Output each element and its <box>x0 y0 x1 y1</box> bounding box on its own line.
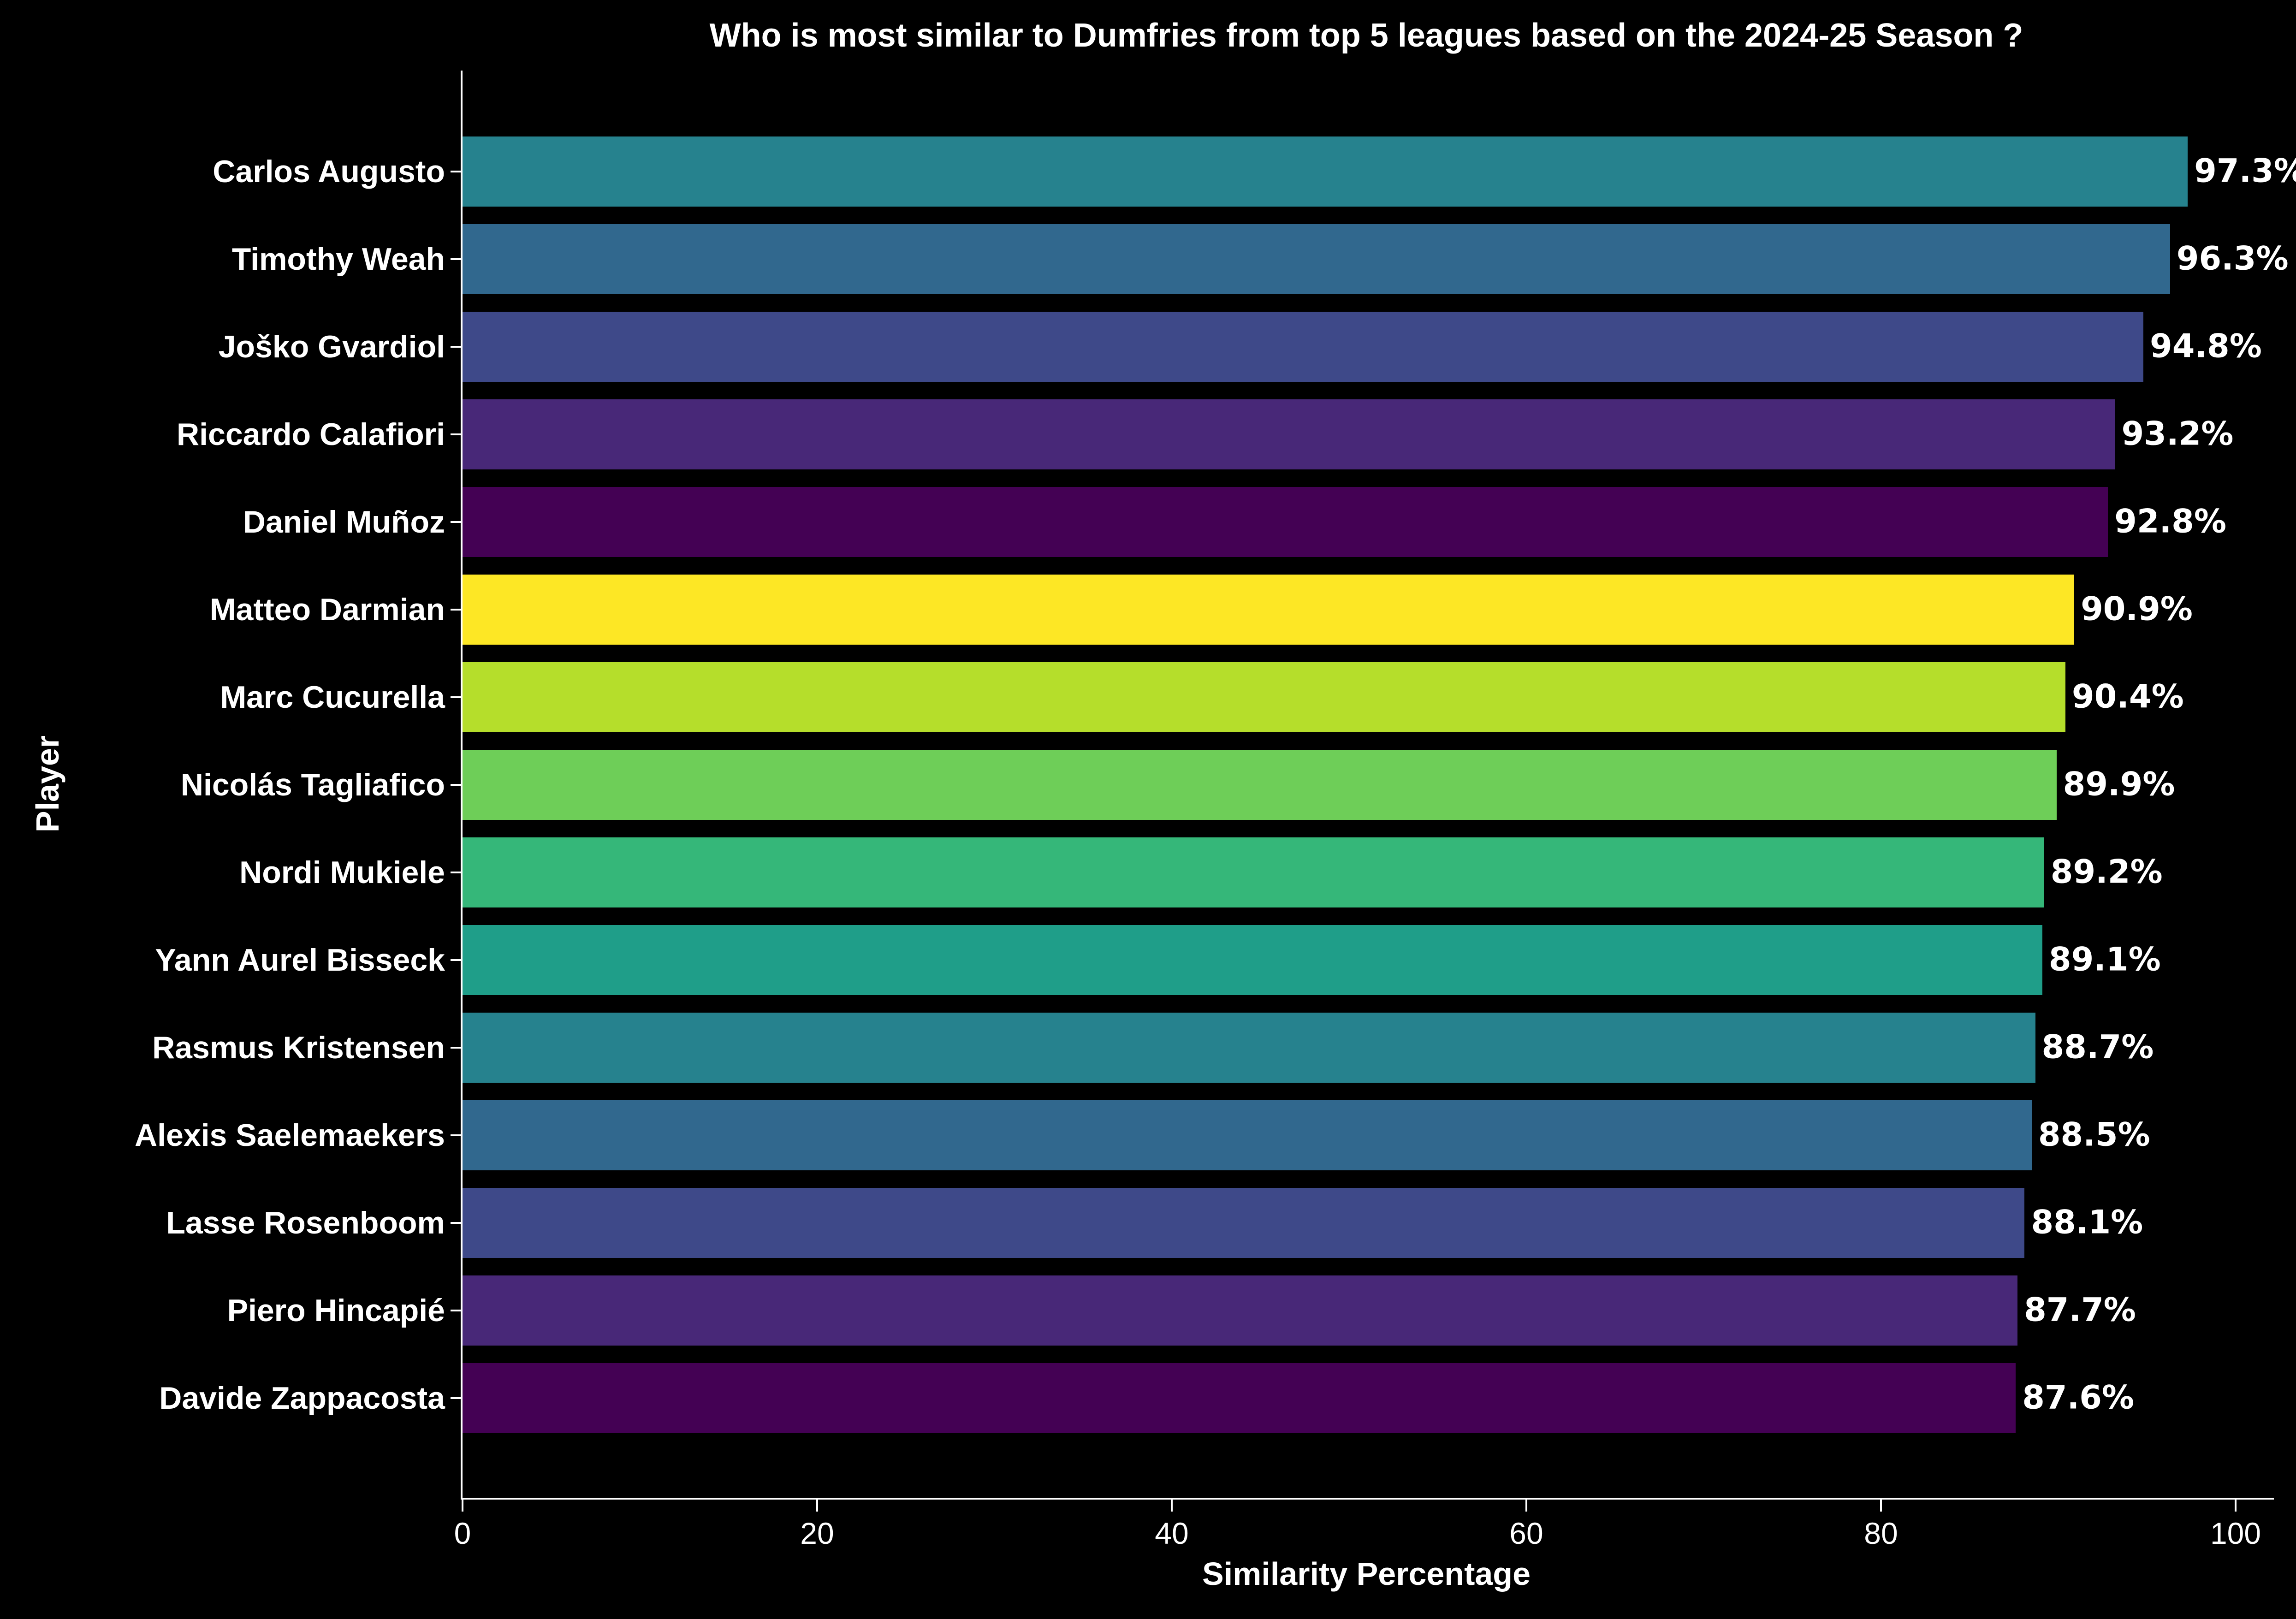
bar <box>463 136 2188 207</box>
bar <box>463 1363 2016 1433</box>
category-label: Joško Gvardiol <box>218 329 445 364</box>
y-tick-mark <box>451 696 461 698</box>
category-label: Matteo Darmian <box>209 592 445 627</box>
bar <box>463 1013 2035 1083</box>
bar <box>463 487 2108 557</box>
bar <box>463 837 2044 907</box>
x-tick-label: 0 <box>454 1516 471 1550</box>
value-label: 90.4% <box>2071 677 2184 716</box>
plot-area: Carlos Augusto 97.3% Timothy Weah 96.3% Jošk… <box>135 71 2296 1548</box>
y-tick-mark <box>451 171 461 172</box>
category-label: Nordi Mukiele <box>239 855 445 890</box>
value-label: 97.3% <box>2194 152 2296 190</box>
bar <box>463 312 2144 382</box>
value-label: 93.2% <box>2121 415 2234 453</box>
x-axis-label: Similarity Percentage <box>1202 1556 1531 1592</box>
y-tick-mark <box>451 346 461 348</box>
value-label: 89.2% <box>2050 853 2163 891</box>
bar <box>463 925 2042 995</box>
category-label: Davide Zappacosta <box>159 1381 445 1416</box>
x-tick-label: 80 <box>1864 1516 1898 1550</box>
x-tick-mark <box>1171 1500 1173 1512</box>
value-label: 90.9% <box>2081 590 2193 628</box>
value-label: 88.5% <box>2038 1115 2150 1154</box>
category-label: Lasse Rosenboom <box>166 1205 445 1240</box>
y-tick-mark <box>451 959 461 961</box>
x-tick-label: 20 <box>800 1516 834 1550</box>
category-label: Alexis Saelemaekers <box>135 1118 445 1153</box>
y-tick-mark <box>451 1134 461 1136</box>
bar <box>463 1188 2025 1258</box>
y-tick-mark <box>451 872 461 873</box>
bar <box>463 750 2057 820</box>
bar <box>463 1275 2018 1346</box>
bar <box>463 662 2065 732</box>
category-label: Daniel Muñoz <box>243 504 445 540</box>
chart-title: Who is most similar to Dumfries from top… <box>709 17 2023 54</box>
category-label: Rasmus Kristensen <box>152 1030 445 1065</box>
value-label: 92.8% <box>2114 502 2227 540</box>
x-tick-mark <box>2235 1500 2237 1512</box>
y-axis-label: Player <box>30 735 65 833</box>
category-label: Yann Aurel Bisseck <box>155 943 445 978</box>
bar <box>463 575 2075 645</box>
category-label: Nicolás Tagliafico <box>180 767 445 802</box>
y-tick-mark <box>451 1047 461 1049</box>
value-label: 87.6% <box>2022 1378 2135 1417</box>
y-tick-mark <box>451 1397 461 1399</box>
value-label: 89.9% <box>2063 765 2175 803</box>
bar <box>463 1100 2032 1170</box>
y-tick-mark <box>451 1222 461 1224</box>
x-tick-mark <box>1880 1500 1882 1512</box>
value-label: 87.7% <box>2024 1291 2136 1329</box>
category-label: Riccardo Calafiori <box>177 417 445 452</box>
y-tick-mark <box>451 1310 461 1311</box>
bar <box>463 224 2170 294</box>
bar <box>463 399 2115 469</box>
value-label: 89.1% <box>2048 940 2161 979</box>
y-tick-mark <box>451 521 461 523</box>
category-label: Carlos Augusto <box>213 154 445 189</box>
category-label: Piero Hincapié <box>227 1293 445 1328</box>
x-tick-label: 40 <box>1155 1516 1189 1550</box>
x-tick-label: 60 <box>1509 1516 1543 1550</box>
x-tick-mark <box>462 1500 463 1512</box>
value-label: 88.1% <box>2031 1203 2143 1241</box>
y-tick-mark <box>451 784 461 786</box>
value-label: 94.8% <box>2150 327 2262 365</box>
y-tick-mark <box>451 609 461 611</box>
category-label: Timothy Weah <box>231 242 445 277</box>
value-label: 88.7% <box>2041 1028 2154 1066</box>
category-label: Marc Cucurella <box>220 680 445 715</box>
x-tick-label: 100 <box>2210 1516 2261 1550</box>
y-tick-mark <box>451 433 461 435</box>
value-label: 96.3% <box>2176 239 2289 278</box>
y-tick-mark <box>451 258 461 260</box>
x-tick-mark <box>816 1500 818 1512</box>
x-tick-mark <box>1525 1500 1527 1512</box>
